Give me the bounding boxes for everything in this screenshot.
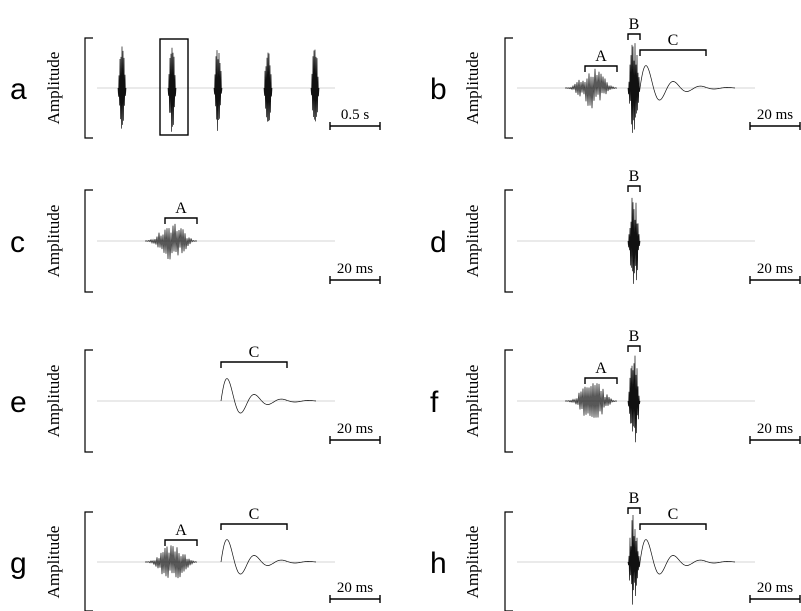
panel-label: b — [430, 73, 447, 106]
scale-bar-label: 20 ms — [757, 580, 793, 596]
y-axis-line — [504, 37, 513, 139]
scale-bar — [749, 595, 801, 603]
panel-label: e — [10, 386, 27, 419]
y-axis-line — [504, 349, 513, 453]
y-axis-line — [84, 189, 93, 293]
component-b-bracket — [627, 345, 641, 352]
panel-e: e Amplitude C 20 ms — [10, 344, 381, 453]
component-b-bracket — [627, 185, 641, 192]
component-a-bracket — [164, 217, 198, 224]
panel-label: h — [430, 547, 447, 580]
pulse-train — [310, 49, 320, 122]
panel-f: f Amplitude A B 20 ms — [430, 328, 801, 453]
component-a-bracket — [584, 377, 618, 384]
scale-bar — [329, 595, 381, 603]
component-a-label: A — [175, 200, 187, 217]
component-a-waveform — [565, 68, 618, 109]
component-c-bracket — [220, 361, 288, 368]
panel-label: f — [430, 386, 439, 419]
component-b-waveform — [627, 514, 641, 605]
component-a-bracket — [164, 539, 198, 546]
scale-bar-label: 20 ms — [337, 421, 373, 437]
component-b-waveform — [627, 197, 641, 284]
panel-b: b Amplitude A B C 20 ms — [430, 16, 801, 139]
component-b-waveform — [627, 355, 641, 443]
y-axis-label: Amplitude — [463, 205, 482, 278]
component-c-label: C — [249, 506, 260, 523]
scale-bar — [329, 276, 381, 284]
scale-bar — [749, 276, 801, 284]
y-axis-label: Amplitude — [44, 526, 63, 599]
component-c-waveform — [639, 65, 736, 101]
y-axis-label: Amplitude — [44, 205, 63, 278]
y-axis-label: Amplitude — [463, 365, 482, 438]
panel-g: g Amplitude A C 20 ms — [10, 506, 381, 611]
scale-bar-label: 20 ms — [757, 421, 793, 437]
component-c-waveform — [220, 539, 317, 575]
panel-label: a — [10, 73, 27, 106]
component-c-bracket — [639, 523, 707, 530]
component-c-bracket — [639, 49, 707, 56]
component-a-label: A — [595, 360, 607, 377]
y-axis-line — [84, 37, 93, 139]
component-a-label: A — [595, 48, 607, 65]
scale-bar — [749, 122, 801, 130]
component-c-waveform — [639, 539, 736, 575]
pulse-train — [213, 50, 223, 131]
component-b-bracket — [627, 33, 641, 40]
scale-bar — [749, 436, 801, 444]
selection-box — [159, 38, 189, 136]
component-a-waveform — [145, 223, 197, 260]
component-a-waveform — [565, 383, 618, 418]
panel-a: a Amplitude 0.5 s — [10, 37, 381, 139]
component-b-label: B — [629, 16, 640, 33]
pulse-train — [117, 46, 127, 129]
component-a-bracket — [584, 65, 618, 72]
panel-label: g — [10, 547, 27, 580]
component-b-label: B — [629, 328, 640, 345]
scale-bar — [329, 436, 381, 444]
component-c-label: C — [249, 344, 260, 361]
panel-label: d — [430, 226, 447, 259]
component-a-waveform — [145, 545, 198, 579]
component-b-waveform — [627, 43, 641, 133]
scale-bar-label: 0.5 s — [341, 107, 370, 123]
panel-label: c — [10, 226, 25, 259]
component-c-label: C — [668, 506, 679, 523]
y-axis-label: Amplitude — [463, 526, 482, 599]
component-b-label: B — [629, 168, 640, 185]
scale-bar — [329, 122, 381, 130]
y-axis-label: Amplitude — [44, 52, 63, 125]
scale-bar-label: 20 ms — [757, 107, 793, 123]
pulse-train — [167, 47, 177, 132]
y-axis-line — [84, 511, 93, 611]
component-c-bracket — [220, 523, 288, 530]
y-axis-line — [504, 511, 513, 611]
component-c-waveform — [220, 378, 317, 414]
component-c-label: C — [668, 32, 679, 49]
component-b-bracket — [627, 507, 641, 514]
y-axis-line — [84, 349, 93, 453]
scale-bar-label: 20 ms — [337, 261, 373, 277]
scale-bar-label: 20 ms — [337, 580, 373, 596]
pulse-train — [263, 52, 273, 122]
y-axis-label: Amplitude — [463, 52, 482, 125]
y-axis-line — [504, 189, 513, 293]
panel-c: c Amplitude A 20 ms — [10, 189, 381, 293]
scale-bar-label: 20 ms — [757, 261, 793, 277]
y-axis-label: Amplitude — [44, 365, 63, 438]
panel-d: d Amplitude B 20 ms — [430, 168, 801, 293]
component-a-label: A — [175, 522, 187, 539]
component-b-label: B — [629, 490, 640, 507]
panel-h: h Amplitude B C 20 ms — [430, 490, 801, 611]
